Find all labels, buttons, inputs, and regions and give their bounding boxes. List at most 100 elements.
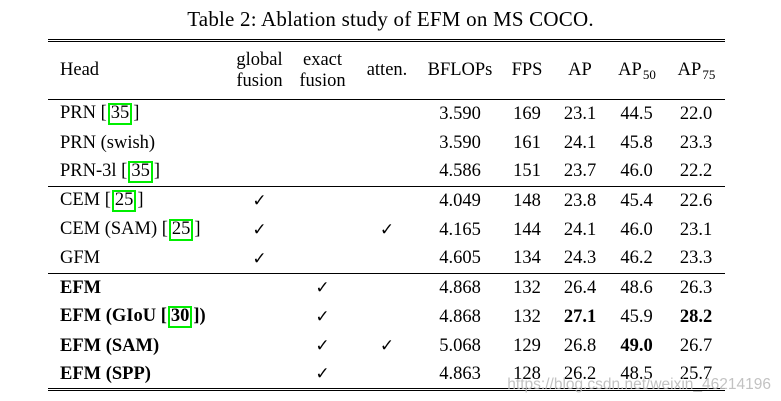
table-row: EFM (SPP) ✓ 4.863 128 26.2 48.5 25.7	[48, 361, 725, 390]
table-caption: Table 2: Ablation study of EFM on MS COC…	[187, 7, 594, 31]
head-label-text: EFM	[60, 277, 102, 298]
column-header-label: AP	[677, 60, 702, 81]
citation-link[interactable]: 30	[167, 306, 193, 328]
value-fps: 148	[500, 186, 554, 216]
checkmark-global-fusion: ✓	[252, 220, 267, 240]
citation-link[interactable]: 25	[168, 219, 194, 241]
table-row: PRN [35] 3.590 169 23.1 44.5 22.0	[48, 100, 725, 129]
empty-cell-global-fusion	[228, 158, 291, 187]
column-header-head: Head	[48, 40, 228, 100]
citation-link[interactable]: 35	[128, 160, 153, 183]
value-ap: 26.8	[563, 335, 597, 356]
value-ap50: 44.5	[620, 103, 653, 124]
column-header-label: global	[236, 49, 283, 70]
head-label-text: PRN (swish)	[60, 132, 156, 153]
column-header-label: BFLOPs	[427, 60, 493, 81]
empty-cell-exact-fusion	[291, 129, 354, 158]
checkmark-global-fusion: ✓	[228, 186, 291, 216]
citation-link[interactable]: 25	[111, 190, 137, 213]
value-ap50: 46.2	[620, 248, 653, 269]
value-ap75: 23.1	[679, 219, 713, 240]
empty-cell-global-fusion	[228, 273, 291, 303]
head-label-text: CEM (SAM) [	[60, 219, 168, 240]
table-header: Head global fusion exact fusion atten. B…	[48, 40, 725, 100]
value-ap75: 25.7	[679, 363, 713, 384]
column-header-label: Head	[60, 60, 100, 81]
column-header-label: fusion	[236, 70, 283, 91]
head-cell: EFM (SAM)	[48, 332, 228, 361]
table-row: PRN-3l [35] 4.586 151 23.7 46.0 22.2	[48, 158, 725, 187]
head-cell: PRN (swish)	[48, 129, 228, 158]
head-label-text: ]	[137, 190, 144, 211]
empty-cell-exact-fusion	[291, 100, 354, 129]
empty-cell-exact-fusion	[291, 186, 354, 216]
ablation-table: Head global fusion exact fusion atten. B…	[48, 39, 725, 391]
value-ap50: 48.5	[620, 363, 653, 384]
value-ap75: 23.3	[679, 248, 713, 269]
head-cell: CEM [25]	[48, 186, 228, 216]
empty-cell-global-fusion	[228, 303, 291, 332]
empty-cell-atten	[354, 303, 420, 332]
value-bflops: 4.863	[439, 363, 481, 384]
empty-cell-atten	[354, 245, 420, 274]
header-row: Head global fusion exact fusion atten. B…	[48, 40, 725, 100]
value-fps: 151	[513, 161, 541, 182]
column-header-subscript: 50	[642, 67, 656, 83]
head-label-text: PRN [	[60, 103, 107, 124]
empty-cell-global-fusion	[228, 361, 291, 390]
value-ap75: 22.2	[679, 161, 713, 182]
column-header-subscript: 75	[702, 67, 716, 83]
value-bflops: 3.590	[439, 132, 481, 153]
value-ap: 24.1	[563, 219, 597, 240]
value-fps: 129	[513, 335, 541, 356]
value-ap: 24.1	[563, 132, 597, 153]
checkmark-exact-fusion: ✓	[291, 273, 354, 303]
head-label-text: ])	[193, 306, 206, 327]
checkmark-exact-fusion: ✓	[315, 336, 330, 356]
empty-cell-exact-fusion	[291, 216, 354, 245]
value-ap: 24.3	[563, 248, 597, 269]
empty-cell-global-fusion	[228, 332, 291, 361]
head-cell: EFM	[48, 273, 228, 303]
table-row: PRN (swish) 3.590 161 24.1 45.8 23.3	[48, 129, 725, 158]
value-ap50: 46.0	[620, 161, 653, 182]
value-ap: 23.1	[563, 103, 597, 124]
column-header-ap: AP	[554, 40, 606, 100]
value-ap: 23.7	[563, 161, 597, 182]
value-fps: 161	[513, 132, 541, 153]
empty-cell-exact-fusion	[291, 245, 354, 274]
value-fps: 144	[513, 219, 541, 240]
value-fps: 132	[513, 306, 541, 327]
head-cell: GFM	[48, 245, 228, 274]
empty-cell-global-fusion	[228, 100, 291, 129]
checkmark-exact-fusion: ✓	[315, 307, 330, 327]
head-label-text: ]	[153, 160, 160, 181]
table-row: CEM (SAM) [25] ✓ ✓ 4.165 144 24.1 46.0 23.1	[48, 216, 725, 245]
empty-cell-atten	[354, 129, 420, 158]
checkmark-global-fusion: ✓	[252, 248, 267, 269]
value-bflops: 4.049	[420, 186, 500, 216]
citation-link[interactable]: 35	[107, 103, 133, 126]
value-bflops: 4.586	[439, 161, 481, 182]
value-ap75: 26.7	[679, 335, 713, 356]
head-cell: EFM (SPP)	[48, 361, 228, 390]
value-bflops: 3.590	[439, 103, 481, 124]
value-bflops: 4.868	[420, 273, 500, 303]
value-ap50: 46.0	[620, 219, 653, 240]
value-ap75: 23.3	[679, 132, 713, 153]
empty-cell-atten	[354, 361, 420, 390]
empty-cell-atten	[354, 186, 420, 216]
value-ap50: 48.6	[606, 273, 667, 303]
empty-cell-atten	[354, 273, 420, 303]
value-ap50: 49.0	[620, 335, 653, 356]
column-header-label: AP	[618, 60, 642, 81]
head-label-text: EFM (GIoU [	[60, 306, 167, 327]
value-ap: 26.4	[554, 273, 606, 303]
head-cell: PRN [35]	[48, 100, 228, 129]
table-row: CEM [25] ✓ 4.049 148 23.8 45.4 22.6	[48, 186, 725, 216]
value-bflops: 5.068	[439, 335, 481, 356]
value-ap75: 26.3	[667, 273, 725, 303]
value-ap50: 45.8	[620, 132, 653, 153]
head-label-text: ]	[194, 219, 201, 240]
